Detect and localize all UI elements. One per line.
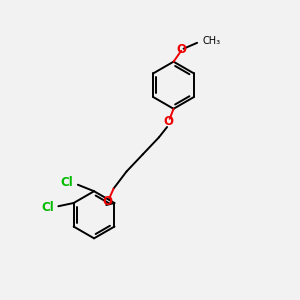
Text: Cl: Cl bbox=[41, 201, 54, 214]
Text: O: O bbox=[103, 195, 113, 208]
Text: O: O bbox=[177, 43, 187, 56]
Text: Cl: Cl bbox=[61, 176, 74, 190]
Text: O: O bbox=[163, 115, 173, 128]
Text: CH₃: CH₃ bbox=[202, 36, 220, 46]
